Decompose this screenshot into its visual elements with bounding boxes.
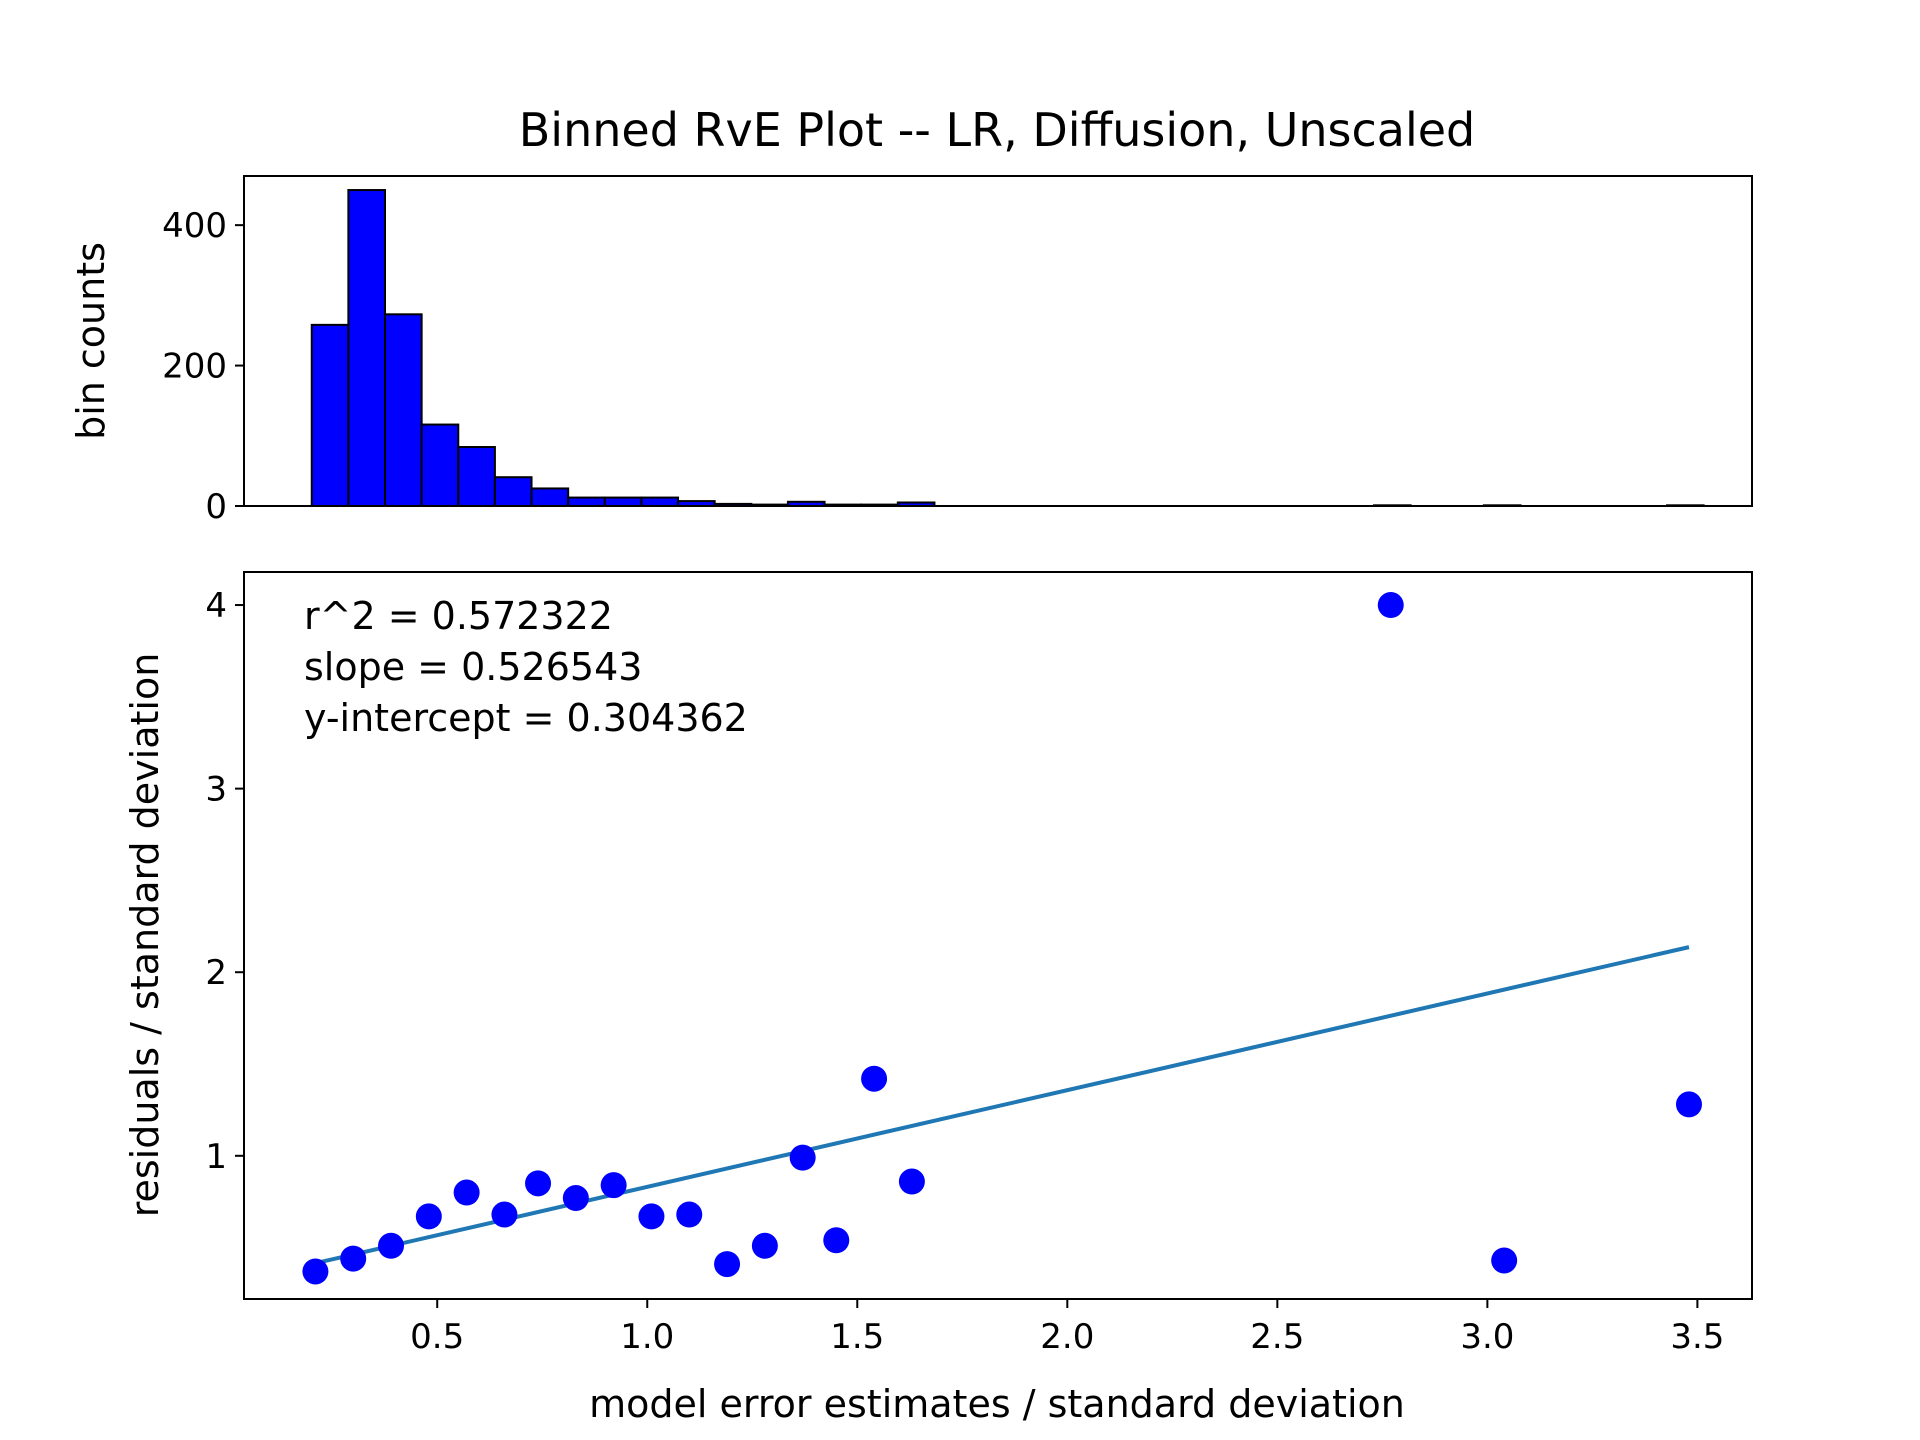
histogram-y-tick-label: 200: [162, 347, 227, 387]
scatter-y-tick-label: 2: [205, 953, 227, 993]
scatter-panel: 0.5 1.0 1.5 2.0 2.5 3.0 3.5 1 2 3 4 residuals / s…: [123, 571, 1753, 1426]
scatter-point-6: [525, 1170, 552, 1197]
histogram-bar-2: [384, 313, 423, 507]
scatter-x-axis-label: model error estimates / standard deviati…: [589, 1382, 1405, 1426]
scatter-point-7: [562, 1185, 589, 1212]
scatter-y-tick-label: 3: [205, 770, 227, 810]
histogram-bars: [310, 189, 1705, 508]
scatter-point-4: [453, 1179, 480, 1206]
scatter-point-11: [714, 1251, 741, 1278]
scatter-point-18: [1491, 1247, 1518, 1274]
scatter-y-tick-label: 1: [205, 1137, 227, 1177]
scatter-x-tick-label: 3.0: [1460, 1317, 1514, 1357]
histogram-bar-3: [420, 423, 460, 507]
scatter-point-16: [898, 1168, 925, 1195]
scatter-y-axis-label: residuals / standard deviation: [123, 653, 167, 1218]
histogram-bar-5: [493, 476, 533, 507]
scatter-point-9: [638, 1203, 665, 1230]
scatter-x-tick-label: 0.5: [410, 1317, 464, 1357]
histogram-y-tick-label: 0: [205, 487, 227, 527]
histogram-y-tick-label: 400: [162, 206, 227, 246]
chart-title: Binned RvE Plot -- LR, Diffusion, Unscal…: [519, 103, 1476, 157]
histogram-bar-9: [640, 496, 680, 508]
scatter-x-tick-label: 3.5: [1670, 1317, 1724, 1357]
scatter-point-17: [1377, 592, 1404, 619]
scatter-x-tick-label: 2.5: [1250, 1317, 1304, 1357]
scatter-point-5: [491, 1201, 518, 1228]
slope-annotation: slope = 0.526543: [304, 645, 642, 689]
histogram-bar-0: [310, 323, 350, 507]
scatter-point-8: [600, 1172, 627, 1199]
scatter-point-13: [789, 1144, 816, 1171]
histogram-y-axis-label: bin counts: [69, 242, 113, 440]
histogram-frame: [243, 175, 1753, 507]
histogram-panel: 0 200 400 bin counts: [69, 175, 1753, 527]
histogram-bar-1: [347, 189, 387, 507]
scatter-x-tick-label: 2.0: [1040, 1317, 1094, 1357]
fit-line-group: [314, 945, 1690, 1266]
histogram-bar-4: [457, 446, 496, 507]
scatter-points: [302, 592, 1702, 1285]
scatter-point-12: [751, 1232, 778, 1259]
scatter-x-tick-label: 1.5: [830, 1317, 884, 1357]
scatter-point-10: [676, 1201, 703, 1228]
scatter-x-tick-label: 1.0: [620, 1317, 674, 1357]
r-squared-annotation: r^2 = 0.572322: [304, 594, 613, 638]
scatter-point-19: [1675, 1091, 1702, 1118]
intercept-annotation: y-intercept = 0.304362: [304, 696, 748, 740]
histogram-bar-7: [567, 496, 606, 508]
scatter-point-1: [340, 1245, 367, 1272]
scatter-y-tick-label: 4: [205, 586, 227, 626]
scatter-y-ticks: 1 2 3 4: [205, 586, 244, 1177]
scatter-point-2: [378, 1232, 405, 1259]
histogram-y-ticks: 0 200 400: [162, 206, 244, 527]
scatter-x-ticks: 0.5 1.0 1.5 2.0 2.5 3.0 3.5: [410, 1299, 1724, 1357]
histogram-bar-6: [530, 487, 570, 508]
scatter-point-15: [861, 1065, 888, 1092]
histogram-bar-8: [603, 496, 643, 508]
scatter-point-0: [302, 1258, 329, 1285]
scatter-point-3: [415, 1203, 442, 1230]
fit-stats-annotation: r^2 = 0.572322 slope = 0.526543 y-interc…: [304, 594, 748, 740]
fit-line: [314, 945, 1690, 1266]
scatter-frame: [243, 571, 1753, 1300]
scatter-point-14: [823, 1227, 850, 1254]
